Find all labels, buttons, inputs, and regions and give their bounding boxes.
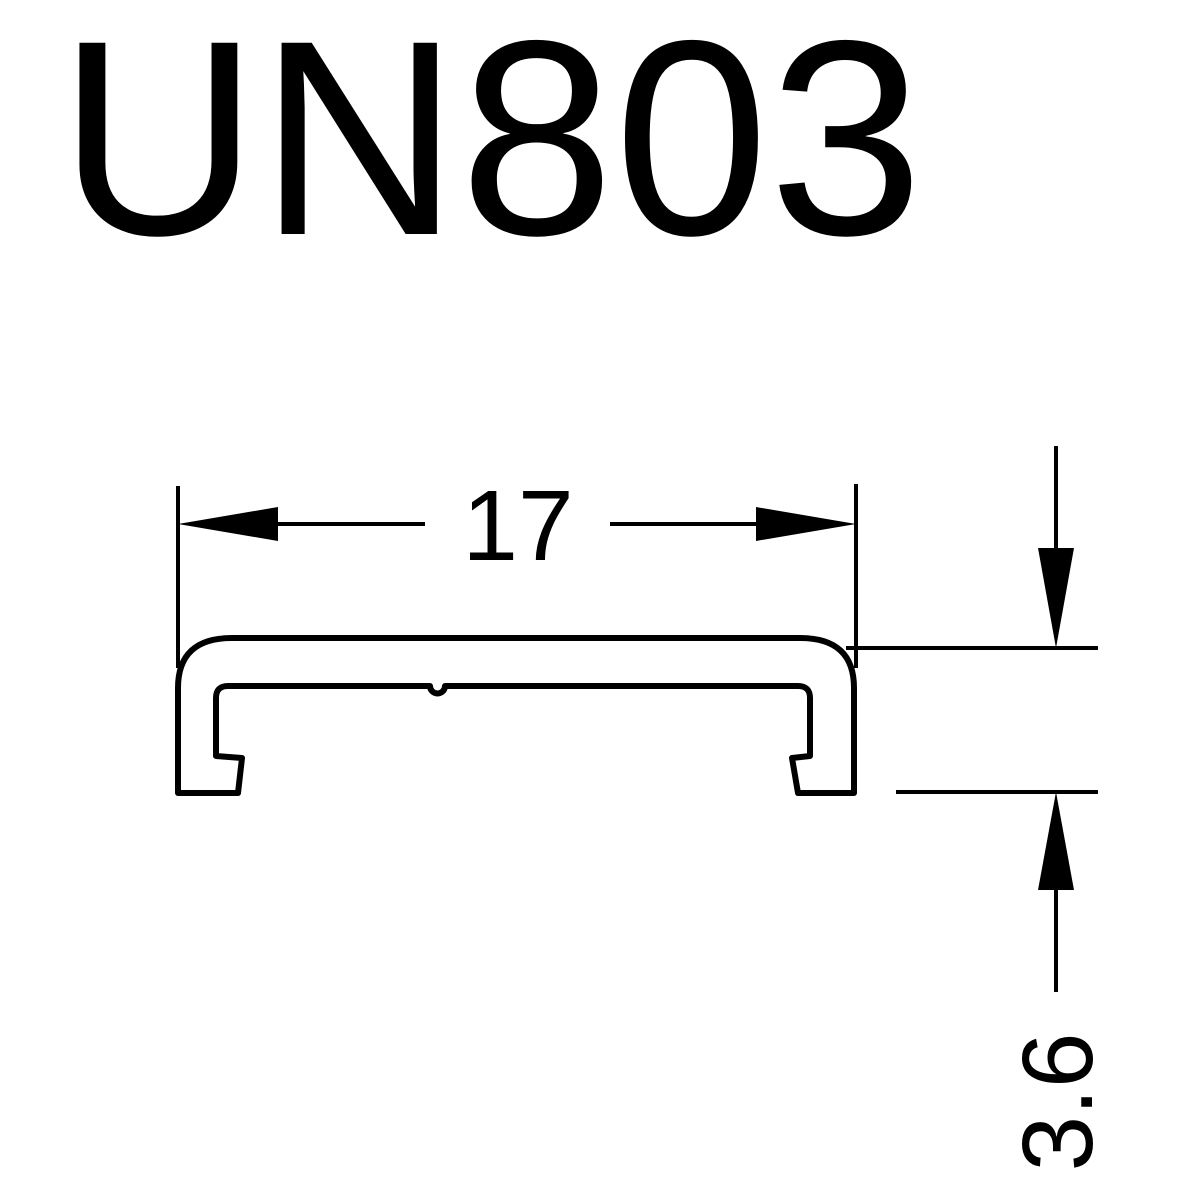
width-arrow-right	[756, 507, 856, 541]
height-arrow-bottom	[1038, 792, 1074, 890]
height-dimension-label: 3.6	[1002, 1032, 1114, 1171]
width-dimension-label: 17	[462, 470, 573, 582]
height-dimension: 3.6	[846, 446, 1114, 1172]
part-number-title: UN803	[58, 0, 923, 293]
width-arrow-left	[178, 507, 278, 541]
profile-outline	[175, 635, 857, 796]
height-arrow-top	[1038, 548, 1074, 648]
width-dimension: 17	[176, 470, 858, 668]
